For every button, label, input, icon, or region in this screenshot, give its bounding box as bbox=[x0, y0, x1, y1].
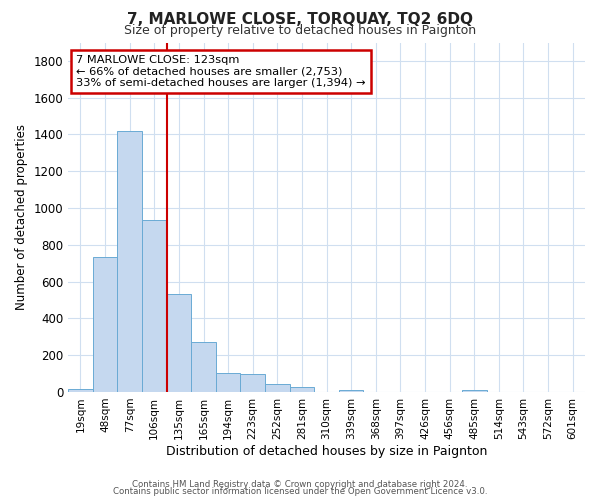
Bar bbox=[265, 384, 290, 392]
Bar bbox=[118, 131, 142, 392]
Bar bbox=[142, 220, 167, 392]
Text: 7, MARLOWE CLOSE, TORQUAY, TQ2 6DQ: 7, MARLOWE CLOSE, TORQUAY, TQ2 6DQ bbox=[127, 12, 473, 28]
Text: Contains public sector information licensed under the Open Government Licence v3: Contains public sector information licen… bbox=[113, 488, 487, 496]
Bar bbox=[339, 390, 364, 392]
Bar bbox=[290, 388, 314, 392]
Bar bbox=[191, 342, 216, 392]
Text: Contains HM Land Registry data © Crown copyright and database right 2024.: Contains HM Land Registry data © Crown c… bbox=[132, 480, 468, 489]
Bar bbox=[241, 374, 265, 392]
Bar bbox=[216, 372, 241, 392]
Y-axis label: Number of detached properties: Number of detached properties bbox=[15, 124, 28, 310]
Bar bbox=[93, 257, 118, 392]
Text: Size of property relative to detached houses in Paignton: Size of property relative to detached ho… bbox=[124, 24, 476, 37]
Text: 7 MARLOWE CLOSE: 123sqm
← 66% of detached houses are smaller (2,753)
33% of semi: 7 MARLOWE CLOSE: 123sqm ← 66% of detache… bbox=[76, 54, 365, 88]
Bar bbox=[462, 390, 487, 392]
Bar bbox=[68, 388, 93, 392]
Bar bbox=[167, 294, 191, 392]
X-axis label: Distribution of detached houses by size in Paignton: Distribution of detached houses by size … bbox=[166, 444, 487, 458]
